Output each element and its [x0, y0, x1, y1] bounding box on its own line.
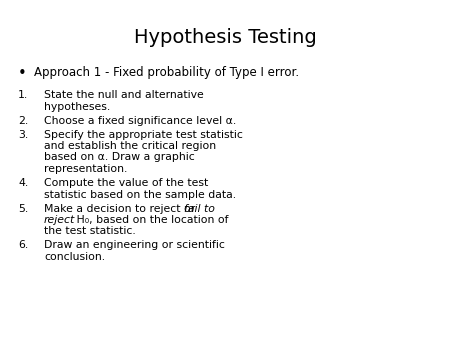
- Text: 2.: 2.: [18, 116, 28, 125]
- Text: Draw an engineering or scientific: Draw an engineering or scientific: [44, 241, 225, 250]
- Text: based on α. Draw a graphic: based on α. Draw a graphic: [44, 152, 195, 163]
- Text: fail to: fail to: [184, 203, 215, 214]
- Text: Make a decision to reject or: Make a decision to reject or: [44, 203, 199, 214]
- Text: Hypothesis Testing: Hypothesis Testing: [134, 28, 316, 47]
- Text: the test statistic.: the test statistic.: [44, 226, 136, 237]
- Text: State the null and alternative: State the null and alternative: [44, 90, 204, 100]
- Text: hypotheses.: hypotheses.: [44, 101, 110, 112]
- Text: 3.: 3.: [18, 129, 28, 140]
- Text: statistic based on the sample data.: statistic based on the sample data.: [44, 190, 236, 199]
- Text: Approach 1 - Fixed probability of Type I error.: Approach 1 - Fixed probability of Type I…: [34, 66, 299, 79]
- Text: H₀, based on the location of: H₀, based on the location of: [73, 215, 229, 225]
- Text: 1.: 1.: [18, 90, 28, 100]
- Text: Choose a fixed significance level α.: Choose a fixed significance level α.: [44, 116, 236, 125]
- Text: and establish the critical region: and establish the critical region: [44, 141, 216, 151]
- Text: Specify the appropriate test statistic: Specify the appropriate test statistic: [44, 129, 243, 140]
- Text: conclusion.: conclusion.: [44, 252, 105, 262]
- Text: Compute the value of the test: Compute the value of the test: [44, 178, 208, 188]
- Text: 5.: 5.: [18, 203, 28, 214]
- Text: •: •: [18, 66, 27, 81]
- Text: 6.: 6.: [18, 241, 28, 250]
- Text: 4.: 4.: [18, 178, 28, 188]
- Text: representation.: representation.: [44, 164, 127, 174]
- Text: reject: reject: [44, 215, 75, 225]
